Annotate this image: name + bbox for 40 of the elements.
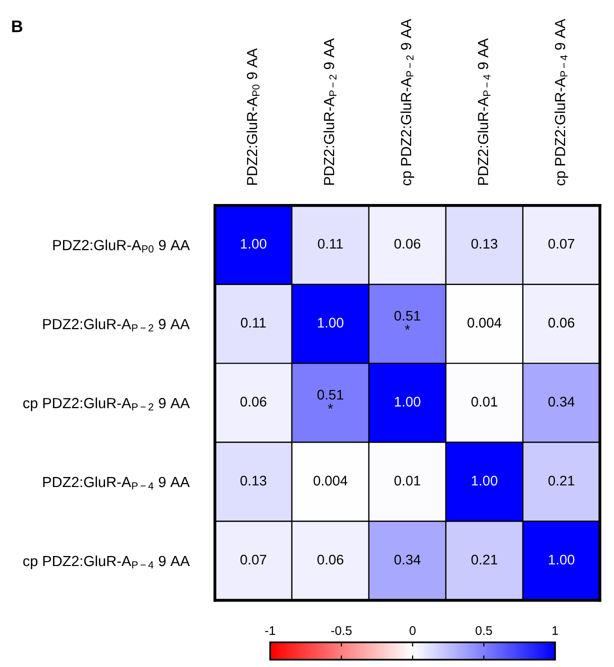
data-label: 0.07: [548, 238, 574, 249]
color-bar-label: -1: [265, 626, 276, 635]
color-bar-label: 1: [552, 626, 558, 635]
data-label: 0.07: [240, 554, 266, 565]
data-label: 0.11: [318, 238, 343, 249]
color-bar-label: -0.5: [331, 626, 352, 635]
data-label: 0.01: [471, 396, 498, 407]
data-label: 1.00: [240, 238, 266, 249]
color-bar-label: 0.5: [476, 626, 492, 635]
data-label: 0.004: [468, 318, 502, 328]
color-bar-label: 0: [410, 626, 416, 635]
y-tick-label: PDZ2:GluR-A$_{P0}$ 9 AA: [53, 240, 190, 253]
data-label: 0.13: [471, 238, 498, 249]
data-label: 0.21: [548, 476, 574, 486]
data-label: 1.00: [318, 318, 344, 328]
data-label: 0.06: [317, 554, 344, 565]
data-label: 0.34: [394, 554, 420, 565]
data-label: 0.11: [240, 318, 266, 328]
data-label: 0.01: [394, 476, 420, 486]
data-label: 0.06: [394, 238, 420, 249]
data-label: 0.06: [548, 318, 574, 328]
data-label: 0.51 *: [394, 310, 420, 330]
data-label: 1.00: [394, 396, 420, 407]
text: B: [12, 20, 22, 32]
x-tick-label: cp PDZ2:GluR-A$_{P−4}$ 9 AA: [554, 18, 568, 186]
data-label: 1.00: [472, 476, 498, 486]
data-label: 0.06: [240, 396, 266, 407]
y-tick-label: cp PDZ2:GluR-A$_{P−2}$ 9 AA: [23, 398, 190, 412]
data-label: 0.34: [548, 396, 574, 407]
y-tick-label: PDZ2:GluR-A$_{P−4}$ 9 AA: [43, 476, 190, 490]
data-label: 0.13: [240, 476, 266, 486]
x-tick-label: cp PDZ2:GluR-A$_{P−2}$ 9 AA: [400, 18, 414, 186]
x-tick-label: PDZ2:GluR-A$_{P−4}$ 9 AA: [478, 38, 490, 185]
data-label: 1.00: [548, 554, 574, 565]
y-tick-label: cp PDZ2:GluR-A$_{P−4}$ 9 AA: [23, 555, 190, 570]
x-tick-label: PDZ2:GluR-A$_{P−2}$ 9 AA: [324, 38, 336, 185]
data-label: 0.51 *: [317, 390, 344, 409]
data-label: 0.004: [314, 476, 348, 486]
y-tick-label: PDZ2:GluR-A$_{P−2}$ 9 AA: [43, 318, 190, 332]
data-label: 0.21: [471, 554, 498, 565]
